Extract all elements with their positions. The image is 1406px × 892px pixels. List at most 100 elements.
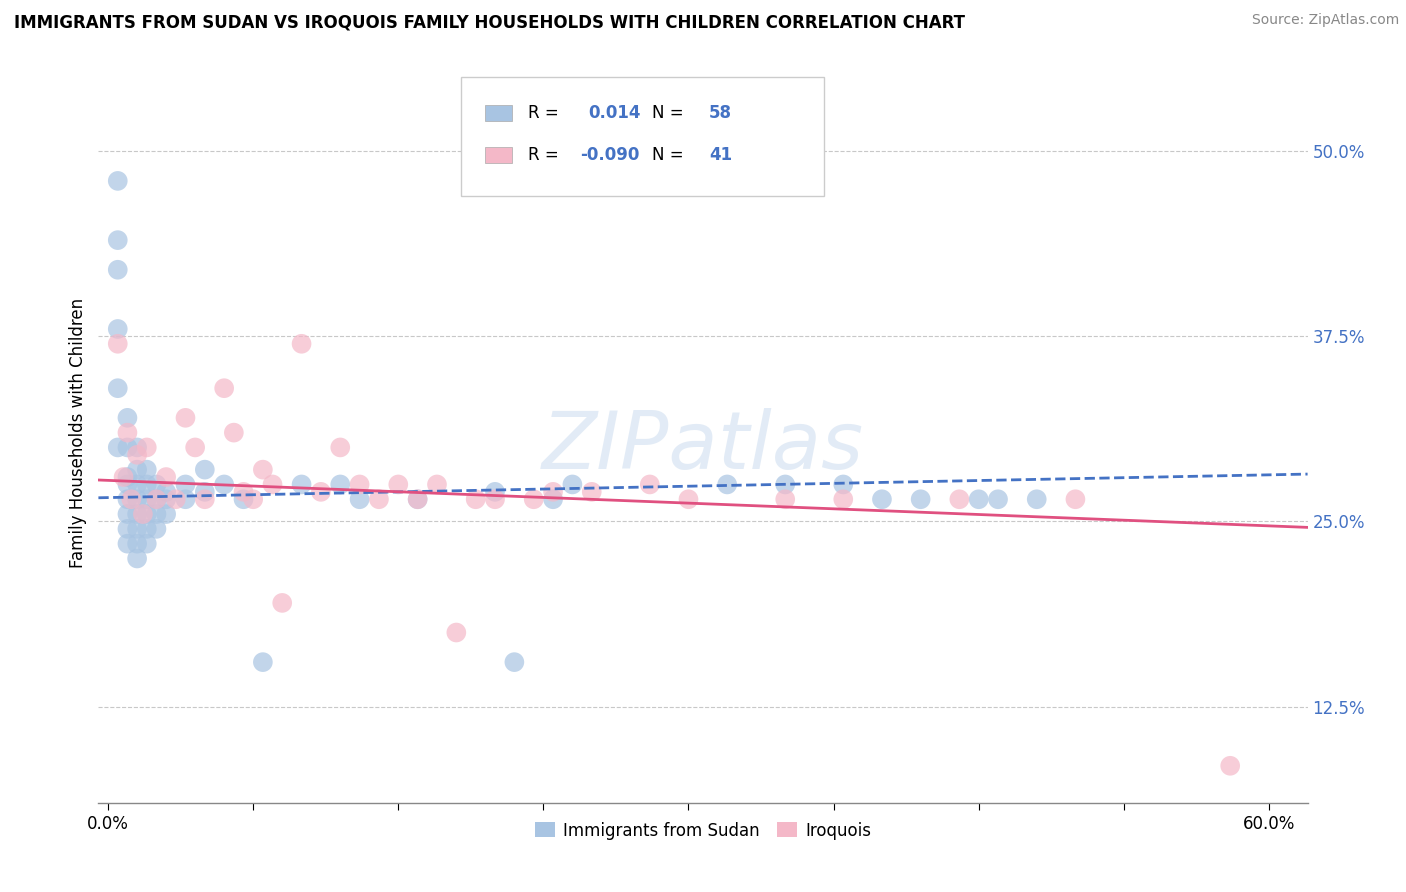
Point (135, 462, 157, 476)
Point (117, 470, 139, 484)
Point (426, 477, 449, 491)
Point (349, 492, 371, 507)
Point (107, 174, 129, 188)
Point (387, 477, 409, 491)
Point (135, 522, 157, 536)
Point (271, 596, 294, 610)
Point (464, 492, 486, 507)
Point (967, 492, 990, 507)
Point (127, 522, 149, 536)
Text: R =: R = (527, 103, 564, 122)
Point (368, 492, 391, 507)
Text: IMMIGRANTS FROM SUDAN VS IROQUOIS FAMILY HOUSEHOLDS WITH CHILDREN CORRELATION CH: IMMIGRANTS FROM SUDAN VS IROQUOIS FAMILY… (14, 13, 965, 31)
Point (117, 410, 139, 425)
Point (155, 507, 177, 521)
Point (1064, 492, 1087, 507)
Point (127, 551, 149, 566)
Point (773, 477, 796, 491)
Point (127, 492, 149, 507)
Point (716, 477, 738, 491)
Text: 0.014: 0.014 (588, 103, 641, 122)
Text: N =: N = (652, 146, 689, 164)
Point (155, 484, 177, 499)
Point (117, 492, 139, 507)
Point (184, 441, 207, 455)
Point (117, 425, 139, 440)
Point (145, 492, 167, 507)
Point (127, 462, 149, 476)
Point (174, 477, 197, 491)
Point (212, 381, 235, 395)
Point (252, 462, 274, 476)
Point (107, 262, 129, 277)
Point (329, 477, 352, 491)
Point (112, 470, 135, 484)
Text: 41: 41 (709, 146, 733, 164)
Point (194, 492, 217, 507)
Point (155, 492, 177, 507)
Text: Source: ZipAtlas.com: Source: ZipAtlas.com (1251, 13, 1399, 28)
FancyBboxPatch shape (461, 78, 824, 195)
Point (107, 336, 129, 351)
Point (406, 492, 429, 507)
Point (987, 492, 1010, 507)
Point (165, 492, 187, 507)
Legend: Immigrants from Sudan, Iroquois: Immigrants from Sudan, Iroquois (529, 815, 877, 847)
FancyBboxPatch shape (485, 104, 512, 121)
Point (541, 492, 564, 507)
Point (145, 522, 167, 536)
Point (174, 410, 197, 425)
Point (174, 492, 197, 507)
Point (832, 492, 855, 507)
Point (107, 233, 129, 247)
Text: -0.090: -0.090 (579, 146, 640, 164)
Text: R =: R = (527, 146, 564, 164)
Point (484, 484, 506, 499)
Point (541, 484, 564, 499)
Point (194, 462, 217, 476)
Y-axis label: Family Households with Children: Family Households with Children (69, 298, 87, 567)
Point (1025, 492, 1047, 507)
Point (117, 477, 139, 491)
Point (561, 477, 583, 491)
Point (309, 484, 332, 499)
Point (252, 655, 274, 669)
Point (446, 625, 468, 640)
Point (773, 492, 796, 507)
Point (948, 492, 970, 507)
Point (870, 492, 893, 507)
Point (127, 441, 149, 455)
Point (107, 322, 129, 336)
Point (910, 492, 932, 507)
Point (107, 441, 129, 455)
Point (145, 507, 167, 521)
Point (135, 477, 157, 491)
Text: ZIPatlas: ZIPatlas (541, 409, 865, 486)
Point (127, 536, 149, 550)
Point (349, 477, 371, 491)
Point (406, 492, 429, 507)
Point (155, 470, 177, 484)
Point (117, 522, 139, 536)
Point (678, 492, 700, 507)
Point (117, 507, 139, 521)
Point (127, 477, 149, 491)
Point (523, 492, 546, 507)
Point (135, 441, 157, 455)
Point (212, 477, 235, 491)
Point (107, 381, 129, 395)
Point (135, 492, 157, 507)
Point (117, 441, 139, 455)
Point (127, 507, 149, 521)
Point (290, 336, 312, 351)
Point (1219, 758, 1241, 772)
Point (232, 484, 254, 499)
Point (484, 492, 506, 507)
Point (120, 492, 142, 507)
Point (145, 477, 167, 491)
Point (135, 536, 157, 550)
Point (581, 484, 603, 499)
Point (262, 477, 284, 491)
Point (117, 536, 139, 550)
Point (145, 492, 167, 507)
